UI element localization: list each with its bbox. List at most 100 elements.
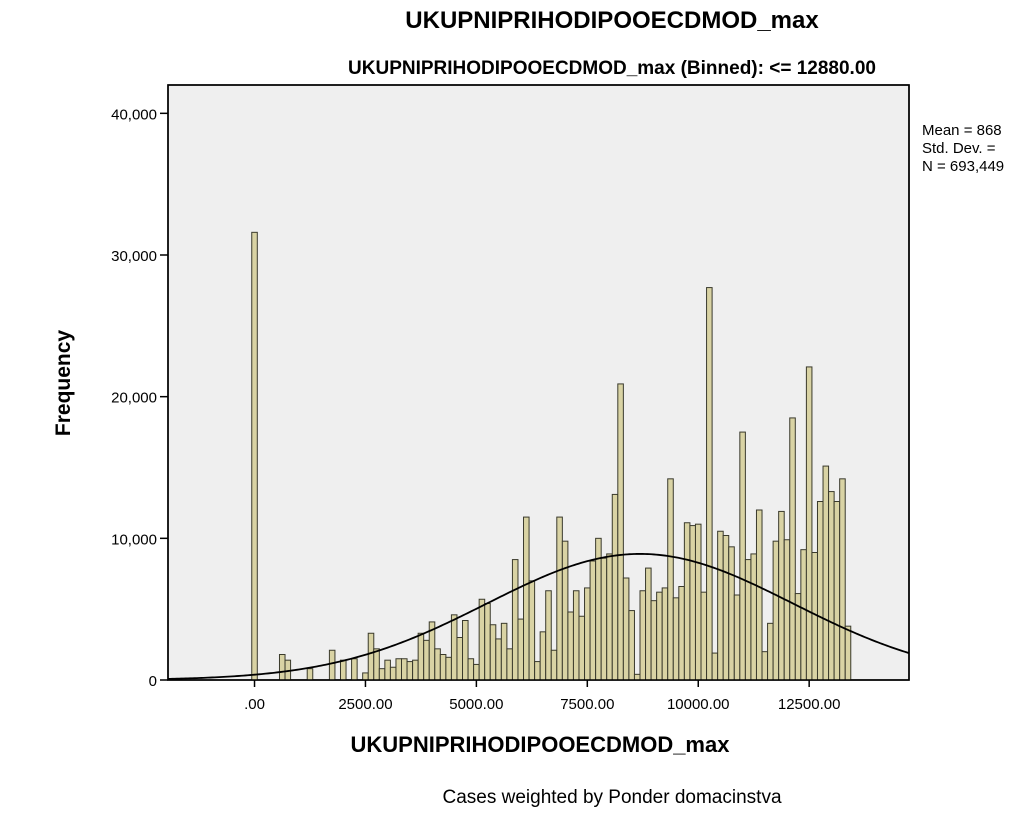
- histogram-bar: [606, 553, 613, 680]
- x-tick-label: 2500.00: [338, 696, 392, 713]
- histogram-bar: [744, 559, 752, 680]
- histogram-bar: [523, 516, 530, 680]
- histogram-bar: [783, 539, 791, 680]
- histogram-bar: [556, 516, 563, 680]
- histogram-bar: [378, 668, 386, 680]
- histogram-bar: [639, 590, 647, 680]
- chart-title: UKUPNIPRIHODIPOOECDMOD_max: [405, 7, 819, 34]
- histogram-bar: [395, 658, 403, 680]
- histogram-bar: [706, 287, 713, 680]
- histogram-bar: [711, 652, 719, 680]
- histogram-bar: [839, 478, 846, 680]
- histogram-bar: [484, 603, 491, 680]
- histogram-bar: [467, 658, 475, 680]
- histogram-bar: [778, 510, 785, 680]
- histogram-bar: [528, 580, 536, 680]
- y-tick-label: 20,000: [111, 390, 157, 407]
- x-tick-label: 12500.00: [778, 696, 841, 713]
- histogram-bar: [384, 659, 391, 680]
- histogram-bar: [672, 597, 680, 680]
- histogram-bar: [622, 577, 630, 680]
- histogram-bar: [578, 615, 586, 680]
- histogram-bar: [511, 559, 519, 680]
- histogram-bar: [339, 659, 347, 680]
- histogram-bar: [755, 509, 763, 680]
- histogram-bar: [462, 620, 469, 680]
- plot-area: [167, 84, 910, 681]
- histogram-bar: [423, 639, 430, 680]
- histogram-bar: [450, 614, 458, 680]
- x-tick-label: .00: [244, 696, 265, 713]
- histogram-bar: [700, 591, 708, 680]
- histogram-bar: [717, 530, 724, 680]
- histogram-bar: [600, 557, 608, 680]
- histogram-bar: [728, 546, 735, 680]
- y-tick-label: 10,000: [111, 531, 157, 548]
- histogram-bars: [251, 231, 852, 680]
- histogram-bar: [351, 658, 358, 680]
- histogram-bar: [545, 590, 552, 680]
- histogram-bar: [401, 658, 408, 680]
- histogram-bar: [417, 632, 425, 680]
- x-tick-label: 10000.00: [667, 696, 730, 713]
- histogram-bar: [828, 491, 835, 680]
- histogram-bar: [661, 587, 669, 680]
- histogram-bar: [306, 668, 314, 680]
- histogram-bar: [412, 659, 419, 680]
- histogram-bar: [617, 383, 624, 680]
- stats-n: N = 693,449: [922, 158, 1004, 175]
- histogram-bar: [561, 540, 569, 680]
- y-tick-label: 40,000: [111, 106, 157, 123]
- histogram-bar: [822, 465, 830, 680]
- histogram-bar: [750, 553, 757, 680]
- x-tick-label: 7500.00: [560, 696, 614, 713]
- y-axis-label: Frequency: [52, 330, 75, 437]
- histogram-bar: [406, 661, 414, 680]
- stats-mean: Mean = 868: [922, 122, 1002, 139]
- normal-curve: [168, 553, 909, 680]
- histogram-bar: [456, 637, 464, 680]
- histogram-bar: [633, 673, 641, 680]
- histogram-bar: [367, 632, 375, 680]
- y-tick-label: 0: [149, 673, 157, 690]
- histogram-bar: [567, 611, 574, 680]
- histogram-bar: [445, 656, 452, 680]
- histogram-bar: [439, 654, 447, 680]
- histogram-bar: [694, 523, 702, 680]
- x-axis: .00 2500.00 5000.00 7500.00 10000.00 12500.00: [244, 680, 840, 713]
- histogram-bar: [362, 672, 369, 680]
- histogram-bar: [800, 549, 807, 680]
- chart-subtitle: UKUPNIPRIHODIPOOECDMOD_max (Binned): <= …: [348, 58, 876, 79]
- histogram-bar: [805, 366, 813, 680]
- histogram-bar: [473, 663, 480, 680]
- histogram-bar: [489, 624, 497, 680]
- histogram-bar: [584, 587, 591, 680]
- histogram-bar: [500, 622, 508, 680]
- histogram-bar: [278, 654, 286, 680]
- histogram-bar: [550, 649, 558, 680]
- histogram-bar: [389, 666, 397, 680]
- histogram-bar: [678, 586, 685, 680]
- histogram-bar: [534, 661, 541, 680]
- histogram-bar: [772, 540, 780, 680]
- histogram-bar: [611, 493, 619, 680]
- histogram-bar: [722, 535, 730, 680]
- histogram-bar: [683, 522, 691, 680]
- histogram-bar: [589, 560, 597, 680]
- histogram-bar: [761, 651, 769, 680]
- histogram-bar: [667, 478, 674, 680]
- histogram-bar: [495, 638, 502, 680]
- x-tick-label: 5000.00: [449, 696, 503, 713]
- histogram-bar: [517, 618, 525, 680]
- histogram-bar: [816, 501, 824, 680]
- histogram-bar: [478, 598, 486, 680]
- stats-std-dev: Std. Dev. =: [922, 140, 996, 157]
- plot-frame: [167, 84, 910, 681]
- histogram-bar: [572, 590, 580, 680]
- histogram-bar: [628, 610, 635, 680]
- x-axis-label: UKUPNIPRIHODIPOOECDMOD_max: [351, 732, 731, 757]
- histogram-bar: [789, 417, 796, 680]
- histogram-bar: [506, 648, 513, 680]
- y-tick-label: 30,000: [111, 248, 157, 265]
